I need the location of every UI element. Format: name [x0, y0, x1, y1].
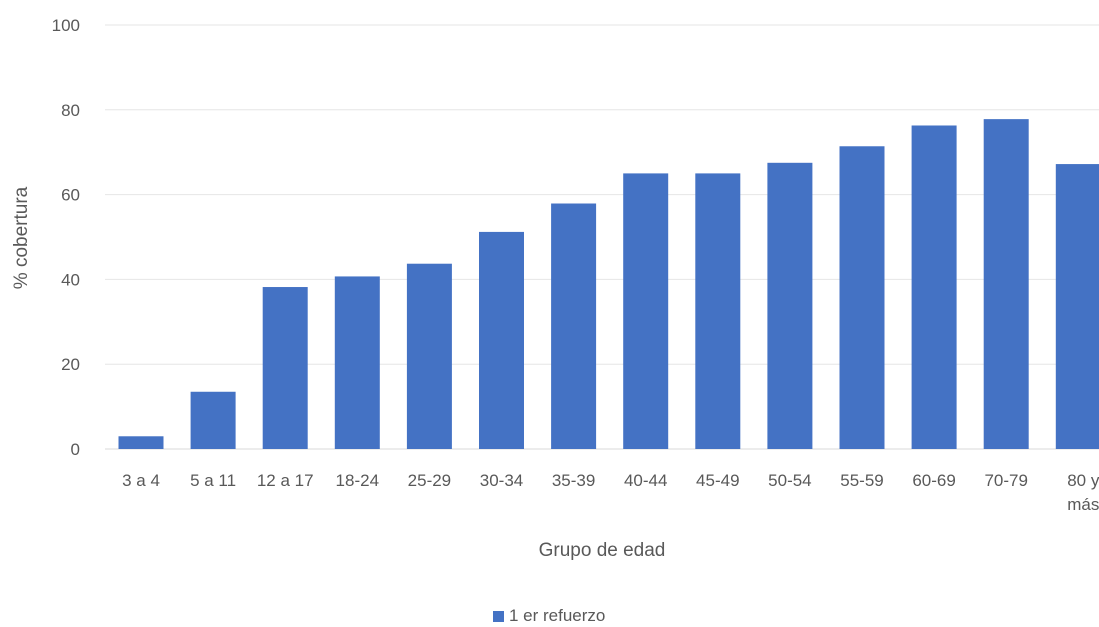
- y-tick-label: 80: [61, 101, 80, 120]
- x-tick-label: 12 a 17: [257, 471, 314, 490]
- legend: 1 er refuerzo: [493, 606, 605, 625]
- x-axis-title: Grupo de edad: [539, 540, 666, 561]
- legend-swatch: [493, 611, 504, 622]
- y-axis-title: % cobertura: [11, 186, 32, 289]
- bar: [983, 119, 1029, 450]
- y-axis-ticks: 0 20 40 60 80 100: [52, 16, 80, 459]
- x-tick-label: 25-29: [408, 471, 451, 490]
- x-tick-label: 40-44: [624, 471, 667, 490]
- bars: [118, 119, 1099, 450]
- x-tick-label: 35-39: [552, 471, 595, 490]
- y-tick-label: 40: [61, 270, 80, 289]
- bar: [551, 203, 597, 449]
- x-axis-ticks: 3 a 4 5 a 11 12 a 17 18-24 25-29 30-34 35-39 40…: [122, 471, 1099, 514]
- bar: [839, 146, 885, 450]
- bar: [695, 173, 741, 449]
- y-tick-label: 60: [61, 186, 80, 205]
- x-tick-label: 3 a 4: [122, 471, 160, 490]
- bar: [767, 162, 813, 450]
- bar: [623, 173, 669, 449]
- y-tick-label: 0: [71, 440, 80, 459]
- bar: [1055, 164, 1099, 449]
- x-tick-label: 70-79: [984, 471, 1027, 490]
- bar: [406, 263, 452, 449]
- x-tick-label: 18-24: [336, 471, 379, 490]
- bar: [334, 276, 380, 449]
- x-tick-label: 60-69: [912, 471, 955, 490]
- legend-label: 1 er refuerzo: [509, 606, 605, 625]
- bar: [190, 391, 236, 449]
- bar: [479, 231, 524, 449]
- y-tick-label: 100: [52, 16, 80, 35]
- x-tick-label: 80 y más: [1067, 471, 1099, 514]
- x-tick-label: 55-59: [840, 471, 883, 490]
- y-tick-label: 20: [61, 355, 80, 374]
- bar: [262, 287, 308, 449]
- bar: [911, 125, 957, 449]
- x-tick-label: 45-49: [696, 471, 739, 490]
- bar: [118, 436, 164, 449]
- x-tick-label: 30-34: [480, 471, 523, 490]
- x-tick-label: 50-54: [768, 471, 811, 490]
- x-tick-label: 5 a 11: [190, 471, 236, 490]
